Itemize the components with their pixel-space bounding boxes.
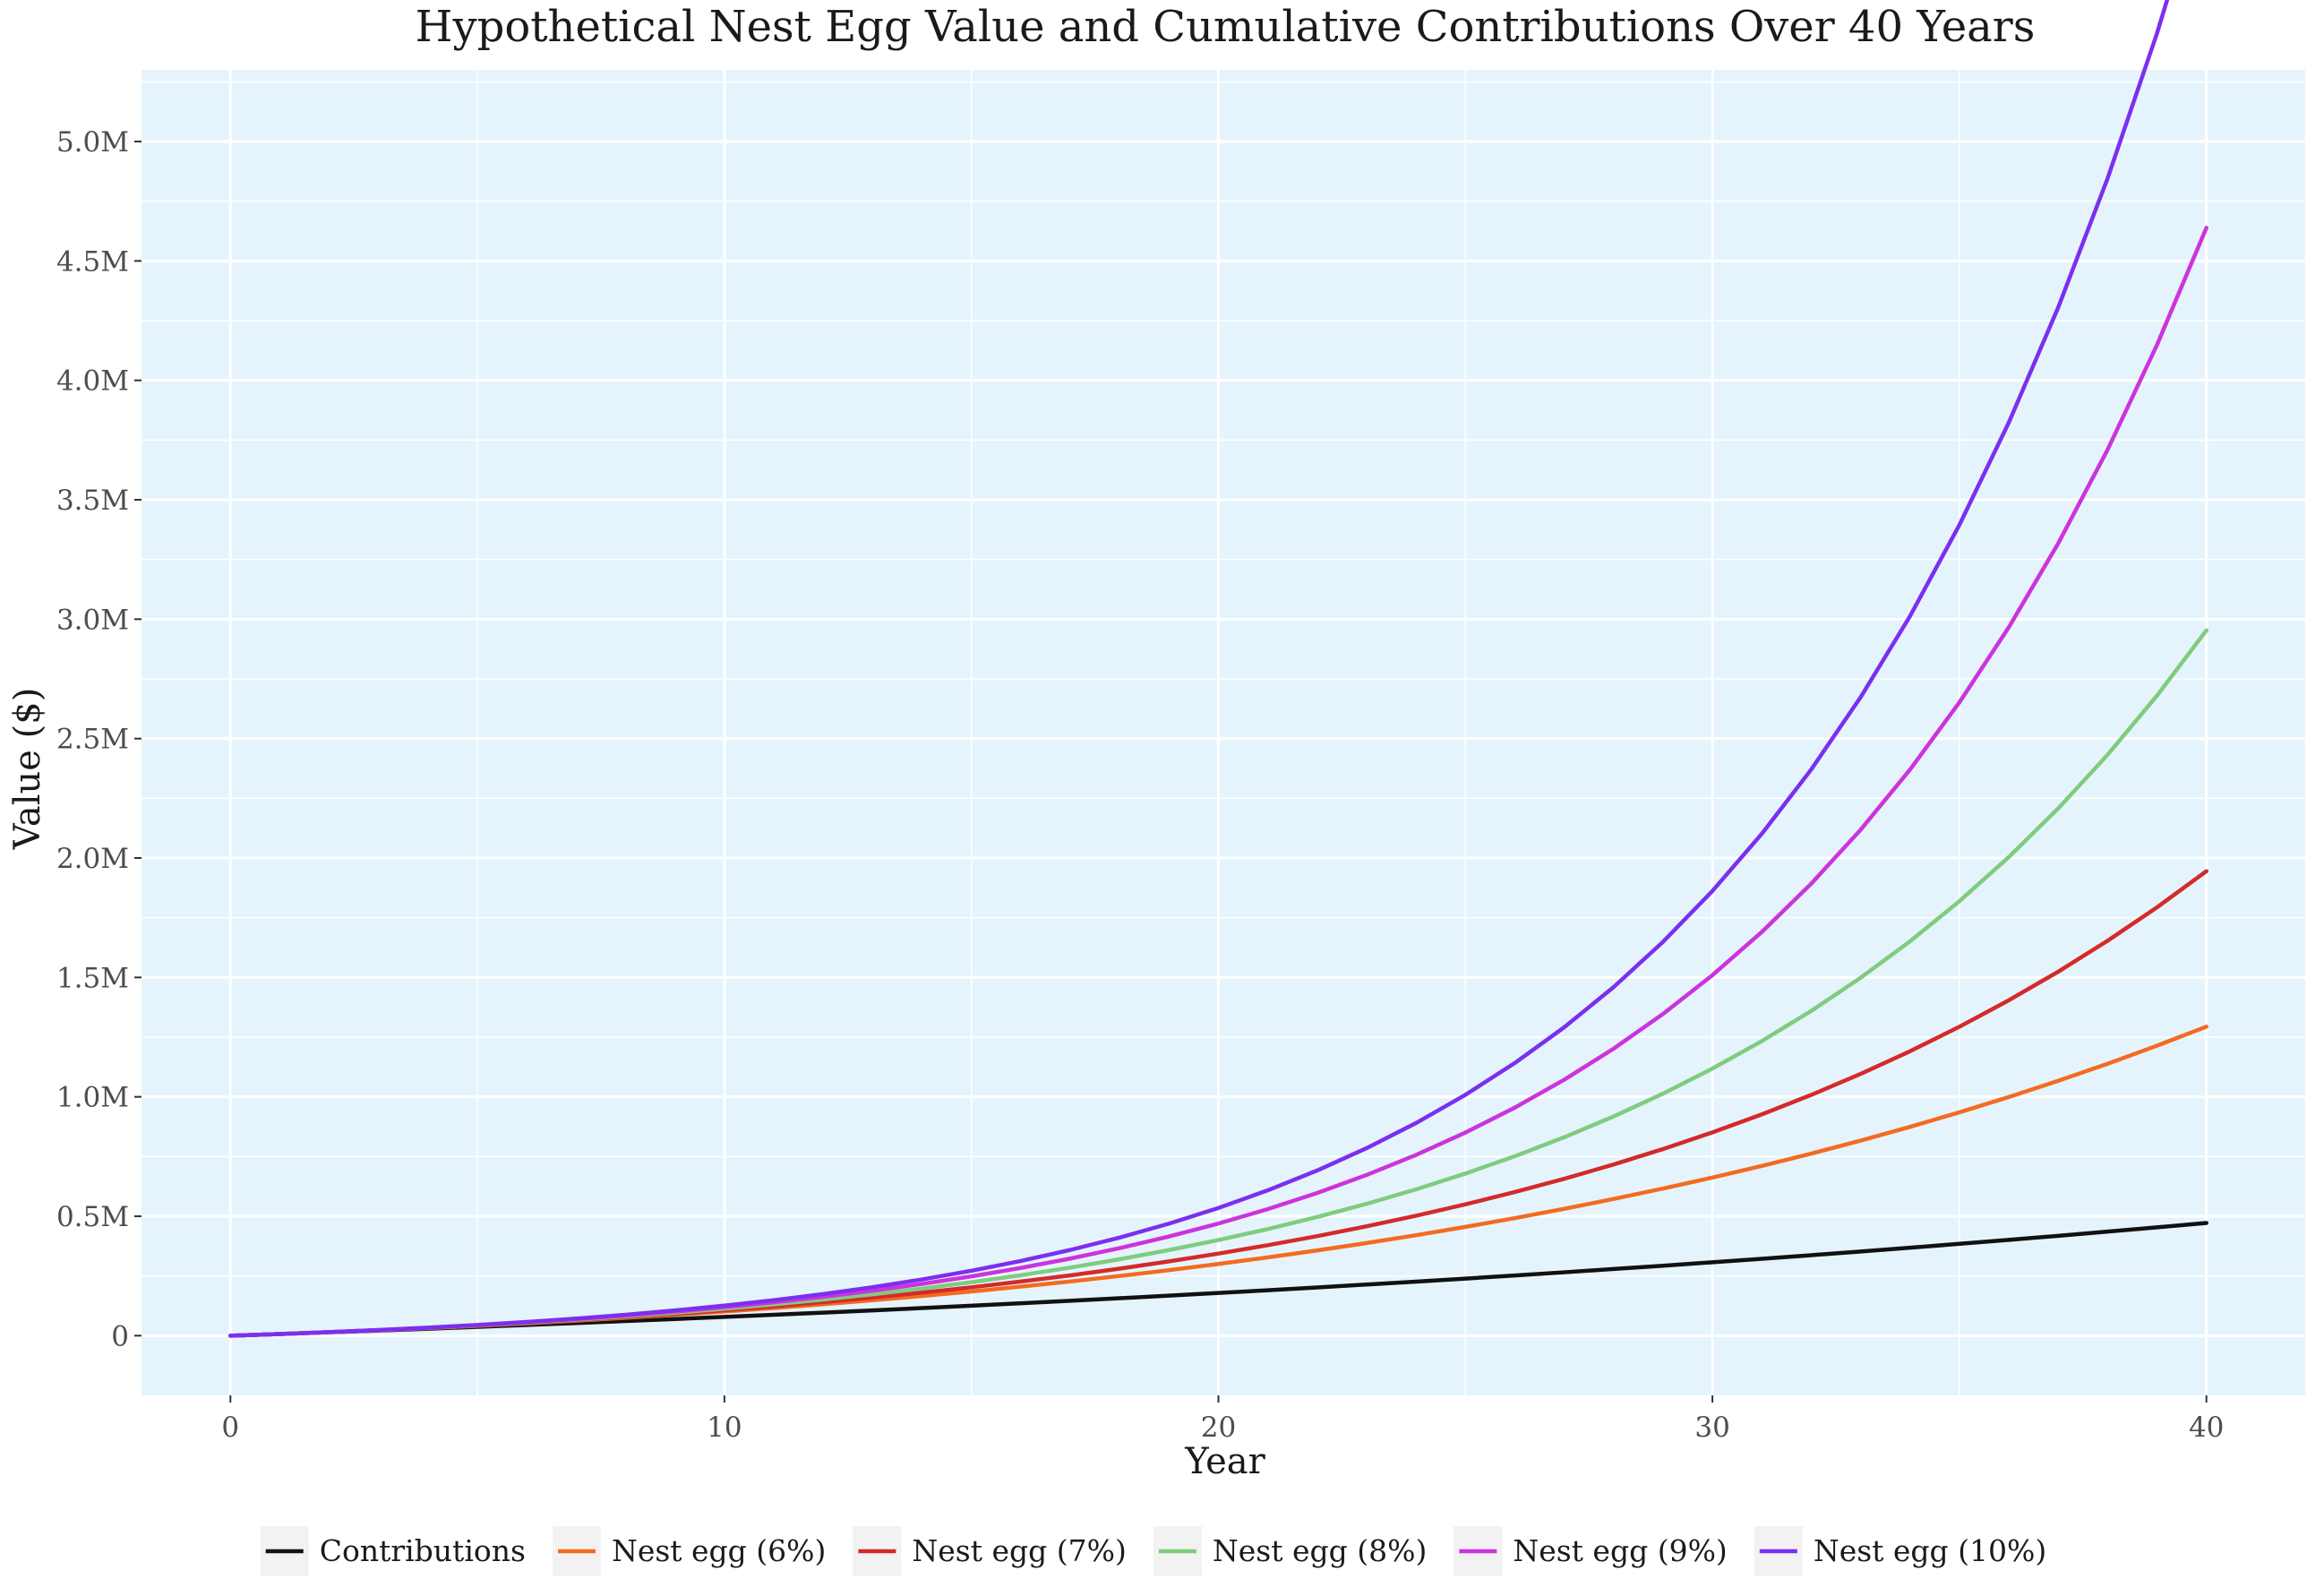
x-tick-label: 30 xyxy=(1694,1412,1729,1444)
series-layer xyxy=(228,0,2208,1338)
axis-layer: 0 0.5M 1.0M 1.5M 2.0M 2.5M 3.0M 3.5M 4.0M 4.5M 5.0… xyxy=(56,126,2224,1444)
legend: Contributions Nest egg (6%) Nest egg (7%) N… xyxy=(260,1526,2046,1576)
grid-layer xyxy=(142,70,2305,1395)
legend-item: Nest egg (7%) xyxy=(853,1526,1127,1576)
y-tick-label: 4.5M xyxy=(56,245,129,278)
x-tick-label: 20 xyxy=(1201,1412,1236,1444)
legend-label: Contributions xyxy=(320,1533,526,1568)
legend-item: Contributions xyxy=(260,1526,526,1576)
y-tick-label: 0.5M xyxy=(56,1201,129,1233)
legend-label: Nest egg (7%) xyxy=(912,1533,1126,1568)
plot-panel-background xyxy=(142,70,2305,1395)
y-tick-label: 4.0M xyxy=(56,365,129,398)
x-tick-label: 0 xyxy=(221,1412,239,1444)
y-axis-label: Value ($) xyxy=(7,688,48,851)
y-tick-label: 5.0M xyxy=(56,126,129,159)
chart-title: Hypothetical Nest Egg Value and Cumulati… xyxy=(416,2,2036,52)
y-tick-label: 1.0M xyxy=(56,1082,129,1114)
y-tick-label: 2.5M xyxy=(56,724,129,756)
y-tick-label: 0 xyxy=(111,1320,129,1352)
y-tick-label: 3.0M xyxy=(56,604,129,636)
series-line-5 xyxy=(228,0,2170,1338)
y-tick-label: 1.5M xyxy=(56,962,129,994)
legend-label: Nest egg (8%) xyxy=(1213,1533,1427,1568)
legend-item: Nest egg (6%) xyxy=(552,1526,826,1576)
x-axis-label: Year xyxy=(1184,1441,1265,1482)
x-tick-label: 40 xyxy=(2189,1412,2224,1444)
legend-label: Nest egg (10%) xyxy=(1814,1533,2046,1568)
legend-item: Nest egg (9%) xyxy=(1454,1526,1728,1576)
y-tick-label: 2.0M xyxy=(56,843,129,875)
legend-label: Nest egg (6%) xyxy=(612,1533,826,1568)
x-tick-label: 10 xyxy=(707,1412,742,1444)
legend-label: Nest egg (9%) xyxy=(1513,1533,1727,1568)
legend-item: Nest egg (8%) xyxy=(1153,1526,1427,1576)
y-tick-label: 3.5M xyxy=(56,485,129,517)
series-line-0 xyxy=(228,1221,2208,1338)
legend-item: Nest egg (10%) xyxy=(1754,1526,2046,1576)
